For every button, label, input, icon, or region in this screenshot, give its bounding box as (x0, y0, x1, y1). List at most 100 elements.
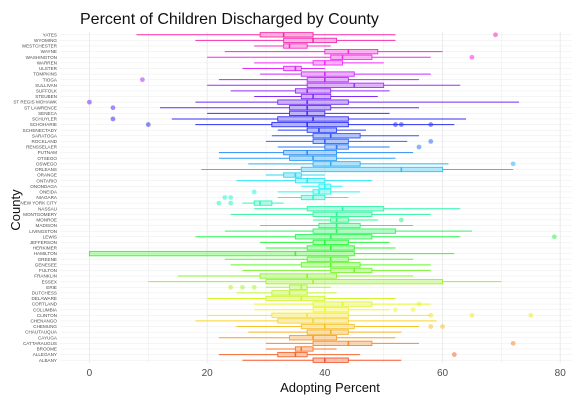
box-row (236, 290, 337, 296)
y-tick-label: CAYUGA (38, 335, 58, 340)
y-axis-title: County (8, 189, 23, 231)
y-tick-label: WYOMING (34, 38, 57, 43)
box-row (207, 110, 390, 116)
box-row (218, 351, 457, 358)
box (259, 273, 338, 279)
box-row (87, 99, 520, 105)
box-row (271, 133, 419, 139)
box-row (177, 273, 414, 279)
y-axis-ticks: YATESWYOMINGWESTCHESTERWAYNEWASHINGTONWA… (13, 32, 58, 362)
box-row (224, 228, 472, 234)
box-row (277, 127, 367, 133)
box (330, 54, 373, 60)
box (300, 71, 355, 77)
y-tick-label: LIVINGSTON (29, 229, 57, 234)
y-tick-label: ULSTER (39, 66, 58, 71)
outlier-point (469, 54, 475, 60)
box (294, 88, 332, 94)
box-row (313, 217, 404, 223)
box-row (254, 43, 331, 49)
box (289, 105, 332, 111)
box (265, 279, 443, 285)
y-tick-label: CORTLAND (32, 302, 58, 307)
box-row (145, 121, 455, 128)
box-row (216, 200, 284, 206)
x-axis-ticks: 0 20 40 60 80 (87, 368, 567, 379)
y-tick-label: ROCKLAND (31, 139, 57, 144)
y-tick-label: CHEMUNG (33, 324, 57, 329)
box (253, 200, 273, 206)
box (312, 239, 349, 246)
y-tick-label: ERIE (46, 285, 57, 290)
outlier-point (551, 234, 557, 240)
y-tick-label: SARATOGA (32, 133, 58, 138)
box (318, 222, 361, 229)
box (306, 329, 349, 335)
box-row (265, 346, 337, 352)
box (294, 346, 314, 352)
outlier-point (222, 195, 228, 200)
outlier-point (393, 122, 398, 127)
outlier-point (216, 200, 222, 206)
box-row (207, 312, 534, 318)
box (312, 189, 332, 195)
outlier-point (428, 138, 434, 144)
y-tick-label: NIAGARA (36, 195, 58, 200)
box (283, 65, 302, 72)
outlier-point (440, 324, 445, 329)
box (283, 149, 338, 156)
y-tick-label: PUTNAM (38, 150, 58, 155)
outlier-point (510, 161, 516, 167)
box (283, 37, 338, 44)
box (306, 77, 349, 83)
y-tick-label: ST REGIS MOHAWK (13, 100, 58, 105)
box-row (139, 77, 419, 83)
outlier-point (228, 200, 234, 206)
y-tick-label: COLUMBIA (33, 307, 58, 312)
box-row (254, 301, 431, 307)
y-tick-label: CATTARAUGUS (23, 341, 57, 346)
x-tick-label: 80 (555, 368, 567, 379)
y-tick-label: BROOME (37, 347, 57, 352)
box (312, 133, 361, 139)
y-tick-label: DELAWARE (32, 296, 57, 301)
y-tick-label: SCHUYLER (32, 117, 58, 122)
box (306, 127, 338, 133)
box-row (195, 234, 557, 240)
box-row (254, 93, 378, 100)
box-row (230, 211, 431, 217)
box-row (260, 239, 390, 246)
outlier-point (145, 122, 151, 127)
outlier-point (416, 301, 422, 307)
outlier-point (110, 105, 116, 111)
box-row (222, 194, 349, 201)
box-row (242, 65, 325, 72)
box-row (195, 37, 396, 44)
box-row (224, 256, 414, 262)
y-tick-label: ALBANY (39, 358, 57, 363)
box-row (195, 318, 437, 324)
outlier-point (228, 284, 234, 290)
box (300, 93, 332, 100)
box-row (230, 88, 390, 94)
y-tick-label: WESTCHESTER (22, 44, 58, 49)
y-tick-label: ONEIDA (39, 189, 58, 194)
outlier-point (251, 284, 257, 290)
box (294, 234, 373, 240)
box-row (207, 54, 475, 60)
outlier-point (110, 116, 116, 122)
box (330, 267, 373, 274)
x-tick-label: 60 (437, 368, 449, 379)
y-tick-label: CHENANGO (30, 319, 57, 324)
box (312, 211, 373, 217)
y-tick-label: TIOGA (43, 77, 58, 82)
outlier-point (428, 122, 434, 127)
box (271, 312, 349, 318)
box-row (251, 189, 361, 195)
box (330, 217, 349, 223)
outlier-point (393, 307, 398, 313)
outlier-point (240, 284, 245, 290)
y-tick-label: MADISON (36, 223, 57, 228)
